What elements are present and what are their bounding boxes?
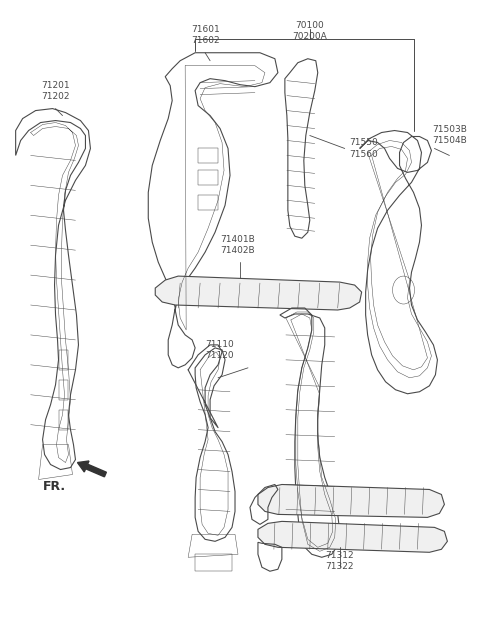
Polygon shape [198,196,218,210]
Text: 71401B
71402B: 71401B 71402B [220,235,255,255]
Text: 71201
71202: 71201 71202 [41,80,70,101]
Polygon shape [59,380,69,400]
Text: 71601
71602: 71601 71602 [191,25,219,45]
Text: 70100
70200A: 70100 70200A [292,21,327,41]
Polygon shape [258,484,444,518]
Text: FR.: FR. [43,480,66,493]
Text: 71503B
71504B: 71503B 71504B [432,125,467,146]
Polygon shape [258,521,447,552]
Polygon shape [59,350,69,370]
Polygon shape [198,149,218,164]
Polygon shape [155,276,361,310]
Polygon shape [198,170,218,185]
Text: 71110
71120: 71110 71120 [205,340,234,360]
Text: 71312
71322: 71312 71322 [325,551,354,571]
Polygon shape [59,410,69,429]
Text: 71550
71560: 71550 71560 [350,138,378,159]
FancyArrow shape [77,461,107,477]
